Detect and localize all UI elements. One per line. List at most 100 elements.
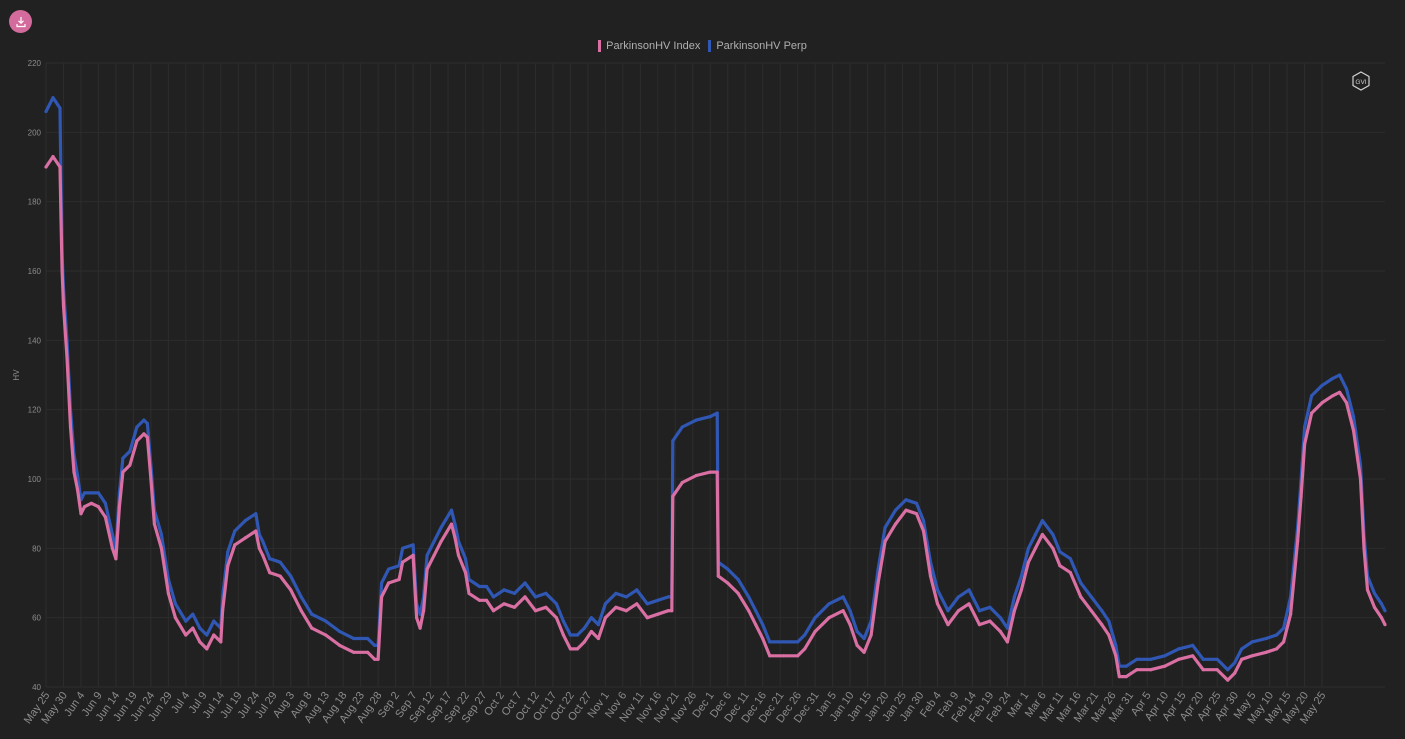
data-point[interactable] bbox=[803, 633, 807, 637]
data-point[interactable] bbox=[376, 657, 380, 661]
legend-item-index[interactable]: ParkinsonHV Index bbox=[598, 40, 700, 52]
data-point[interactable] bbox=[726, 581, 730, 585]
data-point[interactable] bbox=[1383, 623, 1387, 627]
data-point[interactable] bbox=[1051, 532, 1055, 537]
data-point[interactable] bbox=[827, 602, 831, 606]
data-point[interactable] bbox=[1124, 664, 1128, 668]
data-point[interactable] bbox=[680, 480, 684, 485]
data-point[interactable] bbox=[1379, 602, 1384, 606]
data-point[interactable] bbox=[449, 522, 454, 526]
data-point[interactable] bbox=[425, 567, 429, 571]
data-point[interactable] bbox=[219, 640, 223, 644]
data-point[interactable] bbox=[380, 595, 384, 599]
data-point[interactable] bbox=[1107, 619, 1111, 623]
data-point[interactable] bbox=[1351, 415, 1356, 419]
data-point[interactable] bbox=[453, 522, 457, 526]
data-point[interactable] bbox=[1344, 401, 1349, 405]
data-point[interactable] bbox=[803, 647, 807, 651]
data-point[interactable] bbox=[82, 505, 87, 509]
data-point[interactable] bbox=[338, 629, 342, 634]
data-point[interactable] bbox=[142, 418, 146, 422]
data-point[interactable] bbox=[491, 609, 496, 613]
data-point[interactable] bbox=[1058, 550, 1062, 554]
data-point[interactable] bbox=[1033, 532, 1037, 537]
data-point[interactable] bbox=[716, 574, 720, 578]
data-point[interactable] bbox=[233, 543, 237, 547]
data-point[interactable] bbox=[173, 602, 177, 606]
data-point[interactable] bbox=[624, 609, 628, 613]
data-point[interactable] bbox=[977, 623, 982, 627]
data-point[interactable] bbox=[145, 435, 149, 439]
data-point[interactable] bbox=[159, 546, 163, 550]
data-point[interactable] bbox=[439, 525, 443, 530]
data-point[interactable] bbox=[1338, 390, 1342, 394]
data-point[interactable] bbox=[289, 574, 293, 578]
data-point[interactable] bbox=[142, 432, 146, 436]
data-point[interactable] bbox=[145, 421, 149, 426]
data-point[interactable] bbox=[65, 356, 69, 360]
data-point[interactable] bbox=[747, 609, 751, 613]
data-point[interactable] bbox=[1264, 636, 1268, 641]
data-point[interactable] bbox=[152, 522, 156, 526]
data-point[interactable] bbox=[1215, 657, 1219, 661]
legend-item-perp[interactable]: ParkinsonHV Perp bbox=[708, 40, 807, 52]
data-point[interactable] bbox=[1089, 595, 1093, 599]
data-point[interactable] bbox=[998, 629, 1003, 634]
data-point[interactable] bbox=[44, 109, 48, 114]
data-point[interactable] bbox=[463, 557, 468, 561]
data-point[interactable] bbox=[261, 553, 265, 557]
data-point[interactable] bbox=[243, 519, 247, 523]
data-point[interactable] bbox=[184, 619, 188, 623]
data-point[interactable] bbox=[1226, 668, 1230, 672]
data-point[interactable] bbox=[523, 581, 527, 585]
data-point[interactable] bbox=[117, 505, 121, 509]
data-point[interactable] bbox=[904, 498, 908, 502]
data-point[interactable] bbox=[1264, 650, 1268, 654]
data-point[interactable] bbox=[128, 449, 132, 453]
data-point[interactable] bbox=[1005, 640, 1010, 644]
data-point[interactable] bbox=[422, 609, 426, 613]
data-point[interactable] bbox=[1114, 654, 1118, 658]
data-point[interactable] bbox=[855, 629, 859, 634]
data-point[interactable] bbox=[61, 304, 66, 308]
data-point[interactable] bbox=[544, 591, 548, 596]
data-point[interactable] bbox=[694, 418, 698, 422]
data-point[interactable] bbox=[310, 626, 314, 630]
data-point[interactable] bbox=[827, 616, 831, 620]
data-point[interactable] bbox=[324, 633, 328, 637]
data-point[interactable] bbox=[415, 616, 419, 620]
data-point[interactable] bbox=[848, 609, 852, 613]
data-point[interactable] bbox=[449, 508, 454, 512]
data-point[interactable] bbox=[1177, 657, 1181, 661]
data-point[interactable] bbox=[708, 470, 712, 474]
data-point[interactable] bbox=[554, 602, 559, 606]
data-point[interactable] bbox=[110, 546, 114, 550]
data-point[interactable] bbox=[1379, 616, 1384, 620]
data-point[interactable] bbox=[1331, 394, 1335, 398]
data-point[interactable] bbox=[914, 501, 919, 505]
data-point[interactable] bbox=[614, 605, 618, 609]
data-point[interactable] bbox=[603, 602, 608, 606]
data-point[interactable] bbox=[761, 623, 765, 627]
data-point[interactable] bbox=[338, 643, 342, 648]
data-point[interactable] bbox=[1250, 640, 1254, 644]
data-point[interactable] bbox=[1068, 557, 1072, 561]
data-point[interactable] bbox=[1240, 657, 1244, 661]
data-point[interactable] bbox=[1005, 626, 1010, 630]
data-point[interactable] bbox=[935, 602, 940, 606]
data-point[interactable] bbox=[257, 532, 261, 537]
data-point[interactable] bbox=[967, 588, 971, 592]
data-point[interactable] bbox=[596, 636, 601, 641]
data-point[interactable] bbox=[1296, 539, 1300, 544]
data-point[interactable] bbox=[352, 636, 356, 641]
data-point[interactable] bbox=[1163, 664, 1167, 668]
data-point[interactable] bbox=[1026, 546, 1030, 550]
data-point[interactable] bbox=[198, 640, 202, 644]
data-point[interactable] bbox=[736, 591, 740, 596]
data-point[interactable] bbox=[59, 217, 63, 221]
data-point[interactable] bbox=[191, 612, 195, 616]
data-point[interactable] bbox=[75, 473, 80, 478]
data-point[interactable] bbox=[645, 616, 649, 620]
data-point[interactable] bbox=[205, 647, 209, 651]
data-point[interactable] bbox=[1226, 678, 1230, 682]
